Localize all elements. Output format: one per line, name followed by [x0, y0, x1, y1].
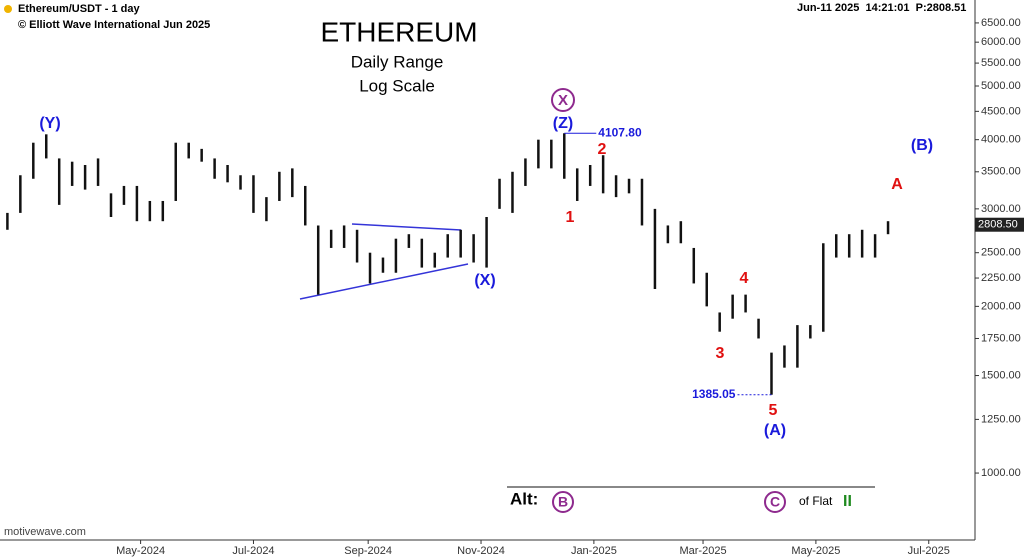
x-tick-label: May-2025 — [791, 545, 840, 557]
copyright: © Elliott Wave International Jun 2025 — [18, 19, 210, 31]
price-label: 4107.80 — [598, 125, 642, 139]
x-tick-label: Mar-2025 — [679, 545, 726, 557]
alt-label: Alt: — [510, 489, 538, 508]
y-tick-label: 1000.00 — [981, 467, 1021, 479]
wave-label: 2 — [598, 141, 607, 158]
y-tick-label: 1750.00 — [981, 332, 1021, 344]
wave-label: (Z) — [553, 115, 573, 132]
y-tick-label: 3000.00 — [981, 203, 1021, 215]
wave-label: (A) — [764, 422, 786, 439]
stamp: Jun-11 2025 14:21:01 P:2808.51 — [797, 2, 966, 14]
y-tick-label: 2500.00 — [981, 247, 1021, 259]
wave-label: 5 — [769, 402, 778, 419]
wave-label: 4 — [740, 270, 749, 287]
subtitle: Daily Range — [351, 52, 444, 71]
subtitle: Log Scale — [359, 76, 435, 95]
y-tick-label: 2000.00 — [981, 300, 1021, 312]
trendline — [351, 223, 462, 231]
y-tick-label: 1500.00 — [981, 369, 1021, 381]
wave-circle — [551, 88, 575, 112]
wave-label: (X) — [474, 272, 495, 289]
x-tick-label: Nov-2024 — [457, 545, 505, 557]
wave-label: (Y) — [39, 115, 60, 132]
alt-circle — [552, 491, 574, 513]
status-dot — [4, 5, 12, 13]
alt-note: of Flat — [799, 494, 833, 508]
source: motivewave.com — [4, 526, 86, 538]
alt-degree: II — [843, 493, 852, 510]
y-tick-label: 3500.00 — [981, 166, 1021, 178]
wave-label: X — [558, 92, 568, 109]
symbol: Ethereum/USDT - 1 day — [18, 3, 141, 15]
y-tick-label: 5500.00 — [981, 57, 1021, 69]
y-tick-label: 1250.00 — [981, 413, 1021, 425]
chart-title: ETHEREUM — [320, 16, 477, 47]
y-tick-label: 4000.00 — [981, 134, 1021, 146]
wave-label: (B) — [911, 137, 933, 154]
y-tick-label: 4500.00 — [981, 105, 1021, 117]
y-tick-label: 2250.00 — [981, 272, 1021, 284]
x-tick-label: Sep-2024 — [344, 545, 392, 557]
alt-wave: C — [770, 494, 780, 510]
wave-label: 3 — [716, 345, 725, 362]
y-tick-label: 6500.00 — [981, 17, 1021, 29]
alt-wave: B — [558, 494, 568, 510]
last-price-box — [975, 217, 1024, 232]
wave-label: 1 — [566, 209, 575, 226]
x-tick-label: May-2024 — [116, 545, 165, 557]
trendline — [299, 263, 469, 300]
last-price-label: 2808.50 — [978, 219, 1018, 231]
alt-circle — [764, 491, 786, 513]
x-tick-label: Jan-2025 — [571, 545, 617, 557]
y-tick-label: 5000.00 — [981, 80, 1021, 92]
price-label: 1385.05 — [692, 387, 736, 401]
x-tick-label: Jul-2024 — [232, 545, 274, 557]
wave-label: A — [891, 176, 903, 193]
x-tick-label: Jul-2025 — [908, 545, 950, 557]
y-tick-label: 6000.00 — [981, 36, 1021, 48]
